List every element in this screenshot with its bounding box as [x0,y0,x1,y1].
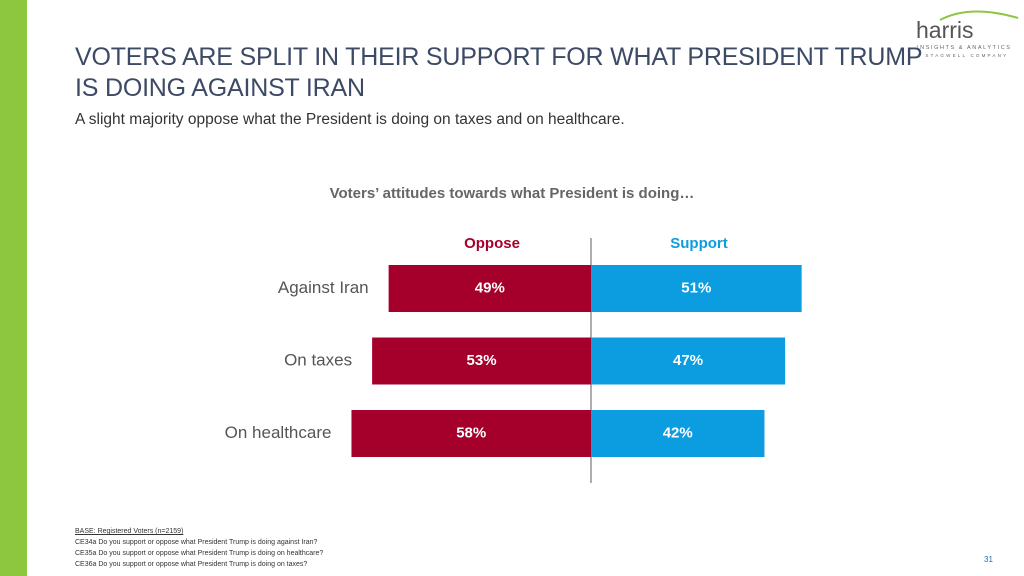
category-label: On taxes [284,350,352,369]
data-label: 53% [467,352,497,369]
category-label: Against Iran [278,278,369,297]
footnote: CE35a Do you support or oppose what Pres… [75,550,324,557]
bar [388,265,591,312]
data-label: 58% [456,424,486,441]
slide-title: VOTERS ARE SPLIT IN THEIR SUPPORT FOR WH… [75,43,922,102]
legend-label: Oppose [464,235,520,252]
slide-subtitle: A slight majority oppose what the Presid… [75,111,625,128]
bar [351,410,591,457]
bar [372,337,591,385]
logo-arc [939,10,1019,21]
data-label: 49% [475,279,505,296]
data-label: 51% [681,279,711,296]
bar [591,265,802,312]
footnotes: BASE: Registered Voters (n=2159) CE34a D… [75,526,323,570]
logo-parent: A STAGWELL COMPANY [917,53,1008,58]
footnote: CE36a Do you support or oppose what Pres… [75,561,308,568]
category-label: On healthcare [225,423,332,442]
data-label: 47% [673,352,703,369]
footnote-base: BASE: Registered Voters (n=2159) [75,528,184,535]
side-band [0,0,27,576]
bar [591,410,765,457]
logo: harris INSIGHTS & ANALYTICS A STAGWELL C… [916,10,1019,58]
footnote: CE34a Do you support or oppose what Pres… [75,539,318,546]
page-number: 31 [984,555,993,564]
data-label: 42% [663,424,693,441]
logo-name: harris [916,17,974,43]
logo-tagline: INSIGHTS & ANALYTICS [917,45,1012,51]
legend-label: Support [670,235,728,252]
bar [591,337,786,385]
chart-title: Voters’ attitudes towards what President… [330,185,695,202]
